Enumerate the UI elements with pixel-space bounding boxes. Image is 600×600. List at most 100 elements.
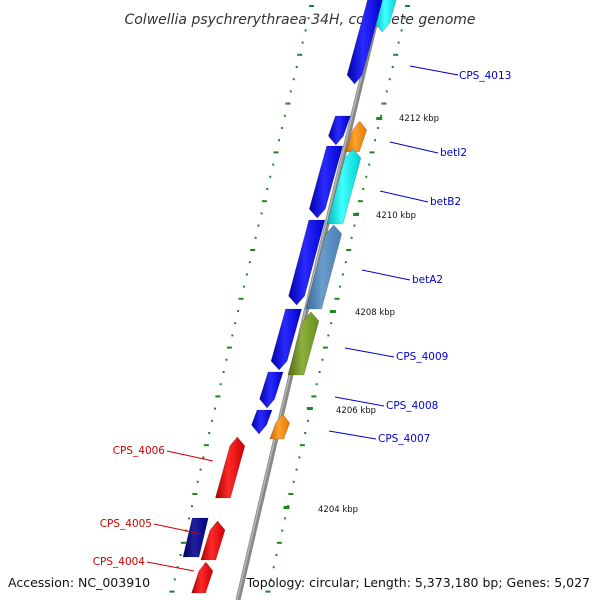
gene-arrow-beta2-a[interactable]: [288, 219, 326, 306]
gene-label-cps4004[interactable]: CPS_4004: [93, 556, 146, 568]
tick-dot: [196, 480, 199, 483]
gene-label-beti2[interactable]: betI2: [440, 147, 467, 159]
tick-dot: [266, 188, 269, 190]
gene-label-cps4009[interactable]: CPS_4009: [396, 351, 448, 363]
tick-dot: [211, 419, 214, 422]
tick-dot: [176, 566, 179, 569]
gene-label-cps4007[interactable]: CPS_4007: [378, 433, 430, 445]
tick-dot: [276, 541, 282, 544]
tick-dot: [199, 468, 202, 471]
tick-dot: [257, 224, 260, 227]
tick-dot: [368, 163, 371, 166]
gene-label-beta2[interactable]: betA2: [412, 274, 443, 286]
tick-dot: [285, 102, 291, 105]
feature-beta2-b[interactable]: [305, 224, 343, 310]
tick-dot: [169, 590, 175, 593]
tick-dot: [260, 212, 263, 215]
tick-dot: [292, 78, 295, 81]
tick-dot: [191, 505, 193, 508]
leader-line: [328, 430, 377, 440]
tick-dot: [254, 236, 257, 239]
tick-dot: [381, 102, 387, 105]
gene-arrow-cps4013[interactable]: [346, 0, 383, 85]
tick-dot: [208, 432, 211, 434]
tick-dot: [405, 5, 410, 7]
scale-tick-4212: [376, 117, 383, 120]
feature-betb2-b[interactable]: [326, 148, 362, 225]
tick-dot: [281, 529, 284, 532]
tick-dot: [304, 29, 307, 32]
map-title: Colwellia psychrerythraea 34H, complete …: [124, 12, 475, 28]
scale-tick-4210: [353, 213, 360, 216]
tick-dot: [321, 358, 324, 361]
tick-label-4206: 4206 kbp: [336, 406, 376, 416]
gene-label-betb2[interactable]: betB2: [430, 196, 461, 208]
tick-dot: [400, 29, 403, 32]
gene-arrow-beti2-a[interactable]: [328, 115, 351, 146]
tick-dot: [304, 432, 307, 434]
tick-dot: [374, 139, 376, 142]
tick-dot: [318, 371, 321, 373]
summary-text: Topology: circular; Length: 5,373,180 bp…: [246, 575, 590, 590]
tick-dot: [298, 456, 301, 459]
inner-tick-ring: [265, 5, 410, 593]
scale-labels: 4212 kbp 4210 kbp 4208 kbp 4206 kbp 4204…: [318, 114, 439, 515]
tick-dot: [393, 53, 399, 56]
tick-dot: [234, 322, 237, 325]
tick-dot: [295, 468, 298, 471]
tick-dot: [311, 395, 317, 398]
tick-dot: [261, 200, 267, 203]
scale-tick-4206: [306, 407, 313, 410]
tick-dot: [362, 188, 365, 190]
tick-dot: [237, 310, 240, 312]
tick-label-4210: 4210 kbp: [376, 211, 416, 221]
gene-arrow-cps4008[interactable]: [259, 371, 284, 409]
tick-dot: [385, 90, 388, 93]
tick-dot: [350, 236, 353, 239]
outer-tick-ring: [169, 5, 314, 593]
gene-arrow-betb2-a[interactable]: [308, 145, 344, 219]
leader-line: [344, 347, 395, 358]
tick-dot: [225, 358, 228, 361]
tick-dot: [357, 200, 363, 203]
leader-line: [146, 561, 195, 572]
gene-arrow-cps4009-a[interactable]: [270, 308, 302, 371]
tick-dot: [284, 517, 287, 520]
tick-label-4204: 4204 kbp: [318, 505, 358, 515]
gene-labels: CPS_4013 betI2 betB2 betA2 CPS_4009 CPS_…: [93, 70, 512, 568]
tick-dot: [192, 493, 198, 495]
tick-dot: [365, 175, 368, 178]
gene-arrow-cps4004[interactable]: [191, 561, 214, 594]
gene-arrow-cps4005[interactable]: [200, 520, 226, 561]
gene-label-cps4008[interactable]: CPS_4008: [386, 400, 438, 412]
gene-arrow-cps4006[interactable]: [215, 436, 246, 499]
feature-cps4009-b[interactable]: [287, 311, 320, 376]
leader-line: [389, 141, 439, 154]
scale-tick-4208: [329, 310, 336, 313]
tick-dot: [272, 566, 275, 569]
tick-dot: [295, 66, 298, 68]
feature-track: [182, 0, 397, 594]
tick-dot: [307, 17, 310, 20]
tick-dot: [292, 480, 295, 483]
tick-dot: [214, 407, 216, 410]
tick-dot: [219, 383, 222, 386]
feature-cps4005-a[interactable]: [182, 517, 209, 558]
tick-dot: [309, 5, 314, 7]
tick-dot: [269, 578, 272, 581]
feature-cps4007-b[interactable]: [269, 413, 291, 440]
gene-label-cps4005[interactable]: CPS_4005: [100, 518, 152, 530]
tick-dot: [226, 346, 232, 349]
tick-dot: [250, 249, 256, 251]
tick-dot: [388, 78, 391, 81]
gene-label-cps4013[interactable]: CPS_4013: [459, 70, 511, 82]
tick-label-4212: 4212 kbp: [399, 114, 439, 124]
tick-dot: [338, 285, 341, 288]
gene-arrow-cps4007-a[interactable]: [251, 409, 273, 435]
tick-dot: [299, 444, 305, 447]
leader-line: [409, 65, 459, 76]
tick-dot: [353, 224, 356, 227]
tick-dot: [397, 41, 400, 44]
gene-label-cps4006[interactable]: CPS_4006: [113, 445, 166, 457]
